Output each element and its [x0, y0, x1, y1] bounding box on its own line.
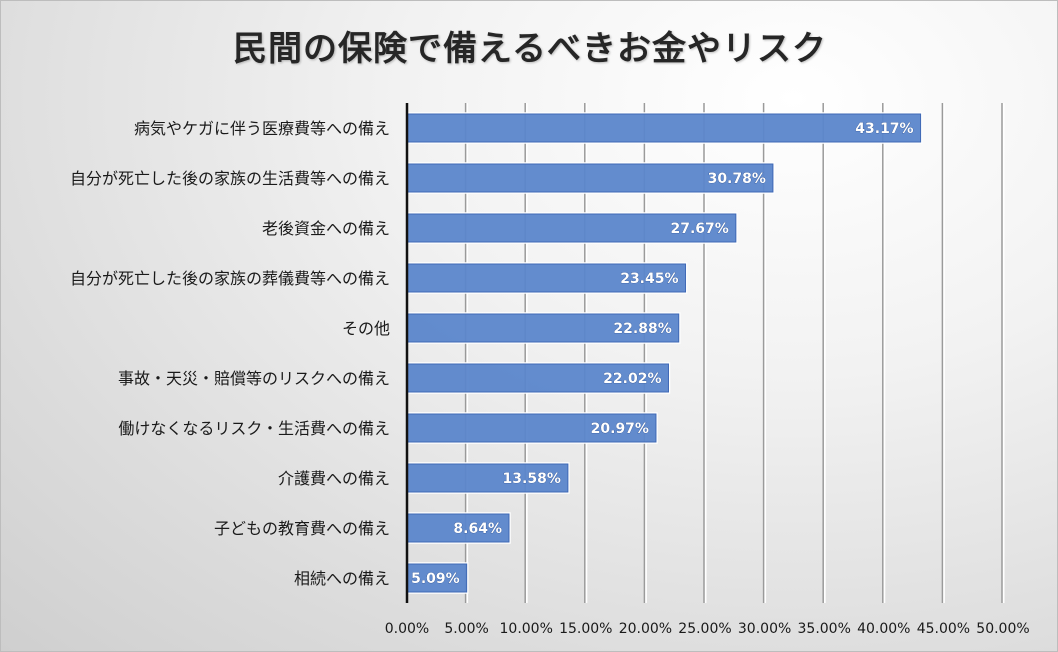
category-label: 相続への備え: [294, 569, 390, 588]
data-label: 13.58%: [503, 471, 561, 487]
bar: [406, 262, 688, 294]
bar: [406, 162, 775, 194]
data-label: 43.17%: [855, 121, 913, 137]
data-label: 20.97%: [591, 421, 649, 437]
bar: [406, 112, 923, 144]
data-label: 27.67%: [671, 221, 729, 237]
category-labels: 病気やケガに伴う医療費等への備え自分が死亡した後の家族の生活費等への備え老後資金…: [70, 119, 390, 588]
x-tick-label: 15.00%: [559, 621, 612, 637]
x-tick-label: 0.00%: [385, 621, 429, 637]
category-label: 事故・天災・賠償等のリスクへの備え: [118, 369, 390, 388]
x-tick-label: 10.00%: [500, 621, 553, 637]
bar: [406, 462, 570, 494]
data-label: 8.64%: [453, 521, 502, 537]
x-tick-label: 5.00%: [444, 621, 488, 637]
category-label: 自分が死亡した後の家族の生活費等への備え: [70, 169, 390, 188]
category-label: その他: [342, 319, 390, 338]
category-label: 子どもの教育費への備え: [214, 519, 390, 538]
data-label: 22.02%: [603, 371, 661, 387]
x-tick-label: 25.00%: [678, 621, 731, 637]
data-label: 22.88%: [613, 321, 671, 337]
bar: [406, 312, 681, 344]
bar: [406, 512, 511, 544]
data-label: 5.09%: [411, 571, 460, 587]
category-label: 病気やケガに伴う医療費等への備え: [134, 119, 390, 138]
category-label: 介護費への備え: [278, 469, 390, 488]
x-tick-label: 40.00%: [857, 621, 910, 637]
category-label: 自分が死亡した後の家族の葬儀費等への備え: [70, 269, 390, 288]
x-tick-label: 50.00%: [976, 621, 1029, 637]
category-label: 働けなくなるリスク・生活費への備え: [118, 419, 390, 438]
category-label: 老後資金への備え: [262, 219, 390, 238]
x-tick-labels: 0.00% 5.00% 10.00% 15.00% 20.00% 25.00% 30.00%…: [385, 621, 1030, 637]
x-tick-label: 45.00%: [917, 621, 970, 637]
bar: [406, 212, 738, 244]
bars: 43.17% 30.78% 27.67% 23.45% 22.88% 22.02% 20.9…: [406, 112, 923, 594]
data-label: 30.78%: [708, 171, 766, 187]
bar: [406, 362, 671, 394]
x-tick-label: 35.00%: [798, 621, 851, 637]
x-tick-label: 20.00%: [619, 621, 672, 637]
data-label: 23.45%: [620, 271, 678, 287]
x-tick-label: 30.00%: [738, 621, 791, 637]
chart-title: 民間の保険で備えるべきお金やリスク: [233, 29, 827, 69]
